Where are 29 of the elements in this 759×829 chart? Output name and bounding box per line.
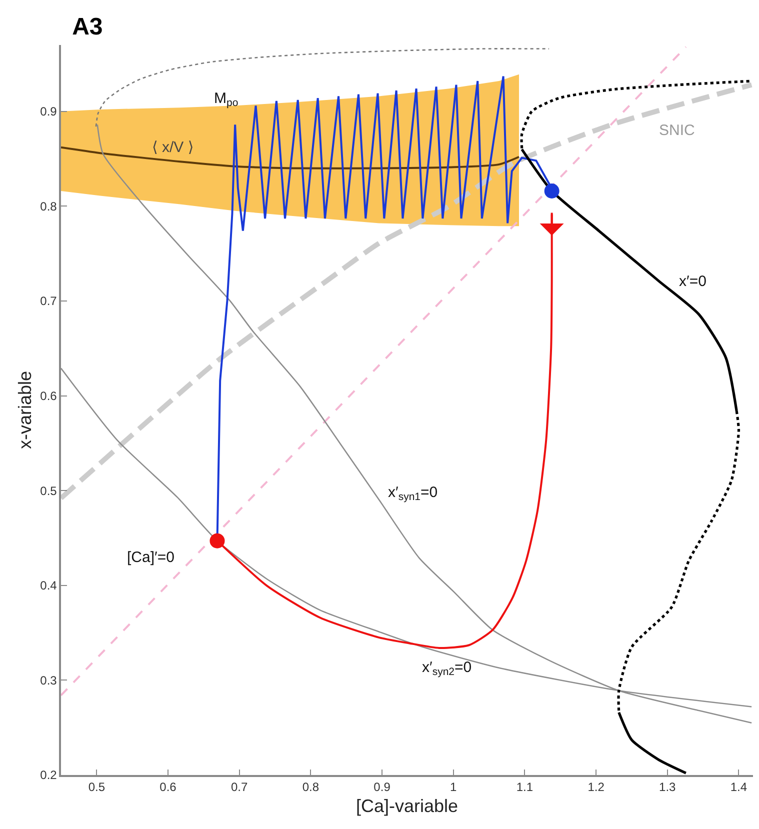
x-tick-label: 1.3 [659, 780, 676, 794]
x-tick-label: 0.9 [374, 780, 391, 794]
annotation: SNIC [659, 122, 696, 139]
y-tick-label: 0.9 [40, 104, 58, 119]
y-tick-label: 0.8 [40, 199, 58, 214]
y-tick-label: 0.6 [40, 388, 58, 403]
x-tick-label: 1.1 [516, 780, 534, 794]
x-axis-title: [Ca]-variable [356, 796, 458, 816]
chart-title: A3 [72, 13, 103, 40]
y-tick-label: 0.2 [40, 768, 58, 782]
x-tick-label: 0.7 [231, 780, 248, 794]
x-tick-label: 0.8 [302, 780, 320, 794]
x-tick-label: 1.4 [730, 780, 748, 794]
y-tick-label: 0.3 [40, 673, 58, 688]
annotation: x′$_{syn2}$=0 [422, 659, 472, 678]
y-tick-label: 0.4 [40, 578, 58, 593]
x-tick-label: 0.6 [160, 780, 177, 794]
y-tick-label: 0.7 [40, 294, 58, 308]
x-tick-label: 1 [450, 780, 458, 794]
y-tick-label: 0.5 [40, 484, 58, 498]
annotation: [Ca]′=0 [127, 549, 174, 566]
annotation: x′$_{syn1}$=0 [388, 484, 438, 504]
line-series [95, 48, 550, 128]
annotation: x′=0 [679, 273, 706, 290]
x-tick-label: 1.2 [588, 780, 605, 794]
annotation: M$_{po}$ [214, 90, 238, 110]
y-axis-title: x-variable [14, 370, 35, 450]
annotation: ⟨ x/V ⟩ [152, 139, 194, 156]
x-tick-label: 0.5 [88, 780, 106, 794]
